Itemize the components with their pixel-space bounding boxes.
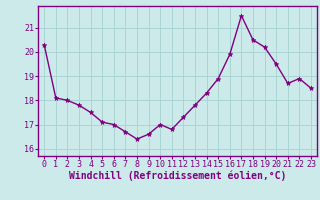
X-axis label: Windchill (Refroidissement éolien,°C): Windchill (Refroidissement éolien,°C) [69, 171, 286, 181]
